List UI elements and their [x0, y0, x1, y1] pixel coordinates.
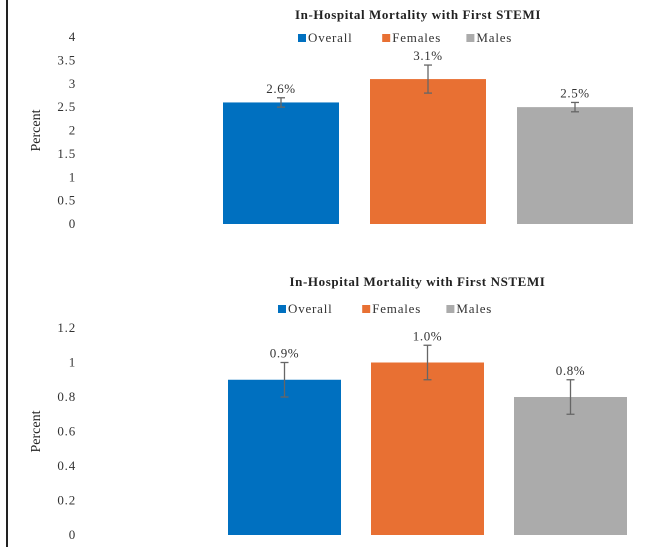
y-axis-ticks: 0 0.2 0.4 0.6 0.8 1 1.2 — [57, 320, 76, 542]
y-tick-label: 1.5 — [57, 146, 76, 161]
chart-title: In-Hospital Mortality with First STEMI — [295, 7, 541, 22]
data-label-overall: 0.9% — [270, 346, 299, 361]
y-tick-label: 2.5 — [57, 99, 76, 114]
bar-females — [370, 79, 486, 224]
chart-title: In-Hospital Mortality with First NSTEMI — [290, 274, 546, 289]
legend-swatch-overall — [298, 34, 306, 42]
y-tick-label: 0 — [69, 527, 76, 542]
bar-males — [514, 397, 627, 535]
legend-label-overall: Overall — [308, 30, 353, 45]
y-tick-label: 1.2 — [57, 320, 76, 335]
legend: Overall Females Males — [278, 301, 492, 316]
legend: Overall Females Males — [298, 30, 512, 45]
bar-males — [517, 107, 633, 224]
y-axis-label: Percent — [29, 109, 44, 151]
y-tick-label: 0.6 — [57, 424, 76, 439]
y-tick-label: 0 — [69, 216, 76, 231]
y-tick-label: 1 — [69, 355, 76, 370]
data-label-males: 0.8% — [556, 363, 585, 378]
error-bar-overall — [280, 361, 289, 398]
legend-swatch-females — [362, 305, 371, 313]
bar-overall — [223, 102, 339, 224]
legend-item-females: Females — [382, 30, 441, 45]
data-label-overall: 2.6% — [266, 81, 295, 96]
y-tick-label: 3.5 — [57, 52, 76, 67]
error-bar-overall — [277, 97, 285, 108]
y-tick-label: 0.5 — [57, 193, 76, 208]
error-bar-males — [566, 379, 575, 415]
bar-overall — [228, 379, 341, 535]
data-label-females: 3.1% — [413, 48, 442, 63]
y-tick-label: 2 — [69, 123, 76, 138]
legend-item-females: Females — [362, 301, 421, 316]
data-label-females: 1.0% — [413, 328, 442, 343]
legend-swatch-females — [382, 34, 391, 42]
legend-item-males: Males — [466, 30, 512, 45]
page-left-border — [6, 0, 8, 547]
y-tick-label: 4 — [69, 29, 76, 44]
y-tick-label: 0.4 — [57, 458, 76, 473]
y-tick-label: 3 — [69, 76, 76, 91]
legend-swatch-males — [466, 34, 475, 42]
y-axis-label: Percent — [29, 410, 44, 452]
legend-label-males: Males — [456, 301, 492, 316]
legend-swatch-overall — [278, 305, 286, 313]
data-label-males: 2.5% — [560, 85, 589, 100]
error-bar-females — [424, 64, 432, 94]
legend-item-overall: Overall — [298, 30, 353, 45]
bar-females — [371, 362, 484, 535]
legend-label-overall: Overall — [288, 301, 333, 316]
y-tick-label: 1 — [69, 169, 76, 184]
legend-item-overall: Overall — [278, 301, 333, 316]
y-tick-label: 0.8 — [57, 389, 76, 404]
y-tick-label: 0.2 — [57, 493, 76, 508]
legend-item-males: Males — [446, 301, 492, 316]
legend-label-females: Females — [372, 301, 421, 316]
chart-nstemi: In-Hospital Mortality with First NSTEMI O… — [29, 274, 627, 542]
chart-stemi: In-Hospital Mortality with First STEMI Ov… — [29, 7, 633, 231]
error-bar-males — [571, 101, 579, 113]
legend-label-females: Females — [392, 30, 441, 45]
legend-label-males: Males — [476, 30, 512, 45]
y-axis-ticks: 0 0.5 1 1.5 2 2.5 3 3.5 4 — [57, 29, 76, 231]
error-bar-females — [423, 344, 432, 381]
legend-swatch-males — [446, 305, 455, 313]
